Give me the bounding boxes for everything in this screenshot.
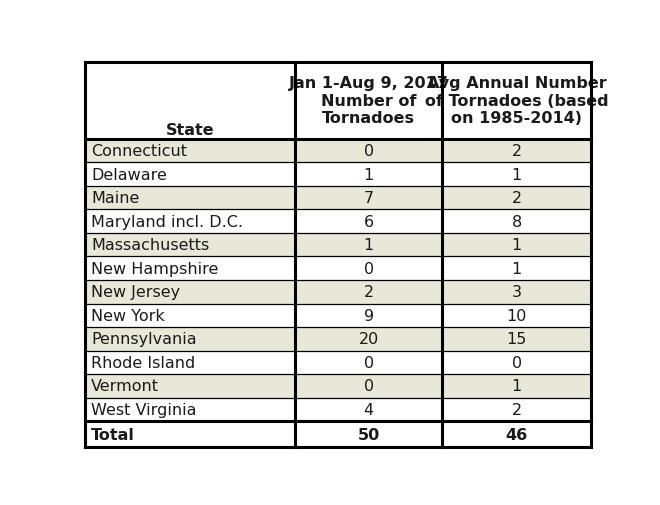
- Text: Total: Total: [91, 427, 135, 442]
- Text: 1: 1: [512, 379, 522, 393]
- Text: Delaware: Delaware: [91, 167, 167, 182]
- Text: 2: 2: [364, 285, 374, 299]
- Bar: [442, 63, 591, 139]
- Bar: [295, 374, 442, 398]
- Text: 3: 3: [512, 285, 522, 299]
- Bar: [85, 139, 295, 163]
- Text: 0: 0: [512, 355, 522, 370]
- Text: 1: 1: [512, 261, 522, 276]
- Text: Maryland incl. D.C.: Maryland incl. D.C.: [91, 214, 243, 229]
- Bar: [85, 351, 295, 374]
- Bar: [85, 280, 295, 304]
- Bar: [442, 304, 591, 327]
- Bar: [295, 398, 442, 421]
- Text: Connecticut: Connecticut: [91, 144, 187, 159]
- Text: 1: 1: [512, 167, 522, 182]
- Text: Massachusetts: Massachusetts: [91, 238, 209, 252]
- Text: 50: 50: [358, 427, 380, 442]
- Text: 9: 9: [364, 308, 374, 323]
- Bar: [295, 139, 442, 163]
- Bar: [85, 304, 295, 327]
- Text: 2: 2: [512, 191, 522, 206]
- Text: Maine: Maine: [91, 191, 139, 206]
- Bar: [85, 210, 295, 233]
- Bar: [85, 186, 295, 210]
- Text: 1: 1: [364, 238, 374, 252]
- Text: Jan 1-Aug 9, 2017
Number of
Tornadoes: Jan 1-Aug 9, 2017 Number of Tornadoes: [288, 76, 449, 126]
- Text: 0: 0: [364, 355, 374, 370]
- Text: New Jersey: New Jersey: [91, 285, 180, 299]
- Bar: [295, 233, 442, 257]
- Bar: [295, 63, 442, 139]
- Text: New Hampshire: New Hampshire: [91, 261, 218, 276]
- Text: 0: 0: [364, 144, 374, 159]
- Text: State: State: [166, 122, 214, 137]
- Text: Rhode Island: Rhode Island: [91, 355, 195, 370]
- Bar: [442, 398, 591, 421]
- Bar: [442, 280, 591, 304]
- Bar: [85, 233, 295, 257]
- Text: 10: 10: [507, 308, 527, 323]
- Bar: [85, 421, 295, 447]
- Bar: [442, 327, 591, 351]
- Text: 15: 15: [507, 332, 527, 346]
- Text: 8: 8: [512, 214, 522, 229]
- Text: Avg Annual Number
of Tornadoes (based
on 1985-2014): Avg Annual Number of Tornadoes (based on…: [425, 76, 609, 126]
- Text: 0: 0: [364, 379, 374, 393]
- Bar: [442, 139, 591, 163]
- Text: 1: 1: [364, 167, 374, 182]
- Bar: [442, 233, 591, 257]
- Bar: [85, 327, 295, 351]
- Bar: [295, 304, 442, 327]
- Text: 2: 2: [512, 402, 522, 417]
- Bar: [295, 421, 442, 447]
- Bar: [295, 186, 442, 210]
- Bar: [85, 257, 295, 280]
- Text: West Virginia: West Virginia: [91, 402, 197, 417]
- Bar: [295, 257, 442, 280]
- Bar: [442, 374, 591, 398]
- Bar: [295, 327, 442, 351]
- Text: 4: 4: [364, 402, 374, 417]
- Text: 0: 0: [364, 261, 374, 276]
- Bar: [295, 351, 442, 374]
- Bar: [295, 163, 442, 186]
- Text: Vermont: Vermont: [91, 379, 159, 393]
- Text: 6: 6: [364, 214, 374, 229]
- Text: 1: 1: [512, 238, 522, 252]
- Text: Pennsylvania: Pennsylvania: [91, 332, 197, 346]
- Bar: [442, 257, 591, 280]
- Text: 7: 7: [364, 191, 374, 206]
- Bar: [85, 163, 295, 186]
- Text: 46: 46: [506, 427, 528, 442]
- Bar: [85, 374, 295, 398]
- Bar: [442, 351, 591, 374]
- Text: 2: 2: [512, 144, 522, 159]
- Bar: [295, 210, 442, 233]
- Text: New York: New York: [91, 308, 165, 323]
- Bar: [85, 398, 295, 421]
- Bar: [442, 210, 591, 233]
- Bar: [442, 186, 591, 210]
- Bar: [295, 280, 442, 304]
- Text: 20: 20: [358, 332, 379, 346]
- Bar: [85, 63, 295, 139]
- Bar: [442, 421, 591, 447]
- Bar: [442, 163, 591, 186]
